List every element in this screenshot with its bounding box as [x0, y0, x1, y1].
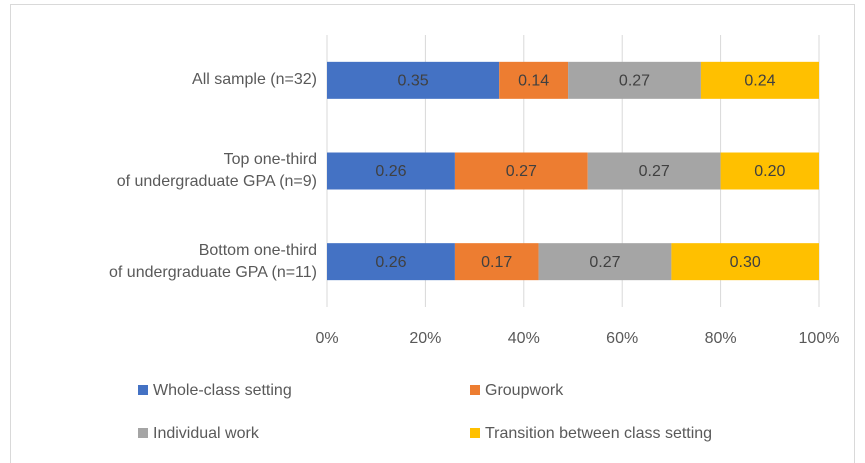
data-label: 0.27 — [639, 163, 670, 180]
bar-segment — [327, 61, 500, 99]
bar-segment — [454, 243, 539, 281]
legend-label: Whole-class setting — [153, 382, 292, 399]
bar-segment — [700, 61, 819, 99]
data-label: 0.20 — [754, 163, 785, 180]
bar-segment — [720, 152, 819, 190]
bar-segment — [454, 152, 588, 190]
x-tick-label: 80% — [705, 330, 737, 347]
data-label: 0.17 — [481, 254, 512, 271]
bar-segment — [327, 243, 455, 281]
data-label: 0.27 — [506, 163, 537, 180]
data-label: 0.26 — [375, 254, 406, 271]
legend-swatch — [470, 428, 480, 438]
x-tick-label: 100% — [799, 330, 840, 347]
bar-segment — [671, 243, 819, 281]
data-label: 0.24 — [744, 73, 775, 90]
bar-segment — [538, 243, 672, 281]
data-label: 0.27 — [589, 254, 620, 271]
bar-segment — [587, 152, 721, 190]
bar-segment — [499, 61, 569, 99]
y-tick-label: Bottom one-third of undergraduate GPA (n… — [109, 241, 317, 281]
legend-label: Individual work — [153, 425, 260, 442]
bar-segment — [568, 61, 701, 99]
data-label: 0.26 — [375, 163, 406, 180]
x-tick-label: 0% — [315, 330, 338, 347]
chart-border — [10, 4, 855, 463]
legend-swatch — [470, 385, 480, 395]
data-label: 0.14 — [518, 73, 549, 90]
data-label: 0.27 — [619, 73, 650, 90]
legend-label: Transition between class setting — [485, 425, 712, 442]
y-tick-label: Top one-third of undergraduate GPA (n=9) — [116, 151, 317, 190]
y-tick-label: All sample (n=32) — [192, 71, 317, 89]
legend-swatch — [138, 385, 148, 395]
bar-segment — [327, 152, 455, 190]
x-tick-label: 40% — [508, 330, 540, 347]
data-label: 0.35 — [398, 73, 429, 90]
x-tick-label: 20% — [409, 330, 441, 347]
legend-swatch — [138, 428, 148, 438]
data-label: 0.30 — [730, 254, 761, 271]
x-tick-label: 60% — [606, 330, 638, 347]
legend-label: Groupwork — [485, 382, 564, 399]
